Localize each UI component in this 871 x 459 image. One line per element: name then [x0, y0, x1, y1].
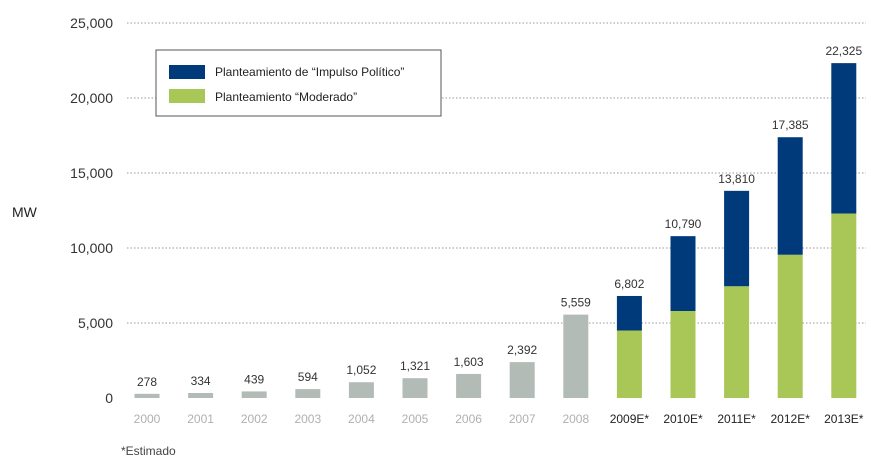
bar-segment-impulso — [831, 63, 857, 214]
x-tick-label: 2006 — [455, 412, 482, 426]
x-tick-label: 2009E* — [610, 412, 650, 426]
legend-box — [155, 49, 442, 117]
data-label: 22,325 — [825, 44, 862, 58]
bar-historical — [134, 393, 160, 398]
bar-historical — [348, 382, 374, 398]
x-tick-label: 2002 — [241, 412, 268, 426]
y-tick-label: 20,000 — [70, 90, 113, 106]
x-tick-label: 2013E* — [824, 412, 864, 426]
x-tick-label: 2012E* — [771, 412, 811, 426]
x-tick-label: 2001 — [187, 412, 214, 426]
x-tick-label: 2010E* — [663, 412, 703, 426]
bar-historical — [295, 389, 321, 398]
x-tick-label: 2008 — [562, 412, 589, 426]
bar-segment-impulso — [777, 137, 803, 255]
data-labels: 278 334 439 594 1,052 1,321 1,603 2,392 5,559 6,8… — [137, 44, 862, 389]
data-label: 1,603 — [454, 355, 484, 369]
data-label: 6,802 — [614, 277, 644, 291]
x-tick-label: 2011E* — [717, 412, 756, 426]
data-label: 13,810 — [718, 172, 755, 186]
bar-historical — [241, 391, 267, 398]
y-axis-ticks: 0 5,000 10,000 15,000 20,000 25,000 — [70, 15, 113, 406]
bar-segment-moderado — [777, 254, 803, 398]
footnote: *Estimado — [121, 444, 176, 458]
data-label: 10,790 — [665, 217, 702, 231]
data-label: 2,392 — [507, 343, 537, 357]
data-label: 17,385 — [772, 118, 809, 132]
bar-segment-impulso — [616, 295, 642, 331]
data-label: 278 — [137, 375, 157, 389]
bar-segment-moderado — [724, 286, 750, 398]
bar-historical — [456, 373, 482, 398]
bar-historical — [188, 392, 214, 398]
y-axis-label: MW — [12, 204, 38, 220]
data-label: 5,559 — [561, 296, 591, 310]
legend: Planteamiento de “Impulso Político” Plan… — [155, 49, 442, 117]
y-tick-label: 25,000 — [70, 15, 113, 31]
x-tick-label: 2000 — [134, 412, 161, 426]
x-tick-label: 2003 — [294, 412, 321, 426]
bar-segment-moderado — [831, 213, 857, 398]
y-tick-label: 10,000 — [70, 240, 113, 256]
bar-segment-impulso — [724, 190, 750, 287]
x-tick-label: 2007 — [509, 412, 536, 426]
data-label: 1,052 — [346, 363, 376, 377]
bars — [134, 63, 857, 398]
y-tick-label: 15,000 — [70, 165, 113, 181]
bar-segment-impulso — [670, 236, 696, 311]
x-tick-label: 2005 — [402, 412, 429, 426]
data-label: 594 — [298, 370, 318, 384]
bar-segment-moderado — [616, 330, 642, 398]
bar-historical — [563, 314, 589, 398]
legend-swatch-moderado — [169, 89, 205, 103]
data-label: 334 — [191, 374, 211, 388]
x-axis-ticks: 2000 2001 2002 2003 2004 2005 2006 2007 2008 2009… — [134, 412, 864, 426]
bar-historical — [509, 362, 535, 398]
legend-label-moderado: Planteamiento “Moderado” — [215, 90, 357, 104]
legend-swatch-impulso — [169, 65, 205, 79]
y-tick-label: 5,000 — [78, 315, 113, 331]
bar-segment-moderado — [670, 311, 696, 398]
legend-label-impulso: Planteamiento de “Impulso Político” — [215, 65, 404, 79]
x-tick-label: 2004 — [348, 412, 375, 426]
data-label: 1,321 — [400, 359, 430, 373]
data-label: 439 — [244, 372, 264, 386]
y-tick-label: 0 — [105, 390, 113, 406]
bar-historical — [402, 378, 428, 398]
